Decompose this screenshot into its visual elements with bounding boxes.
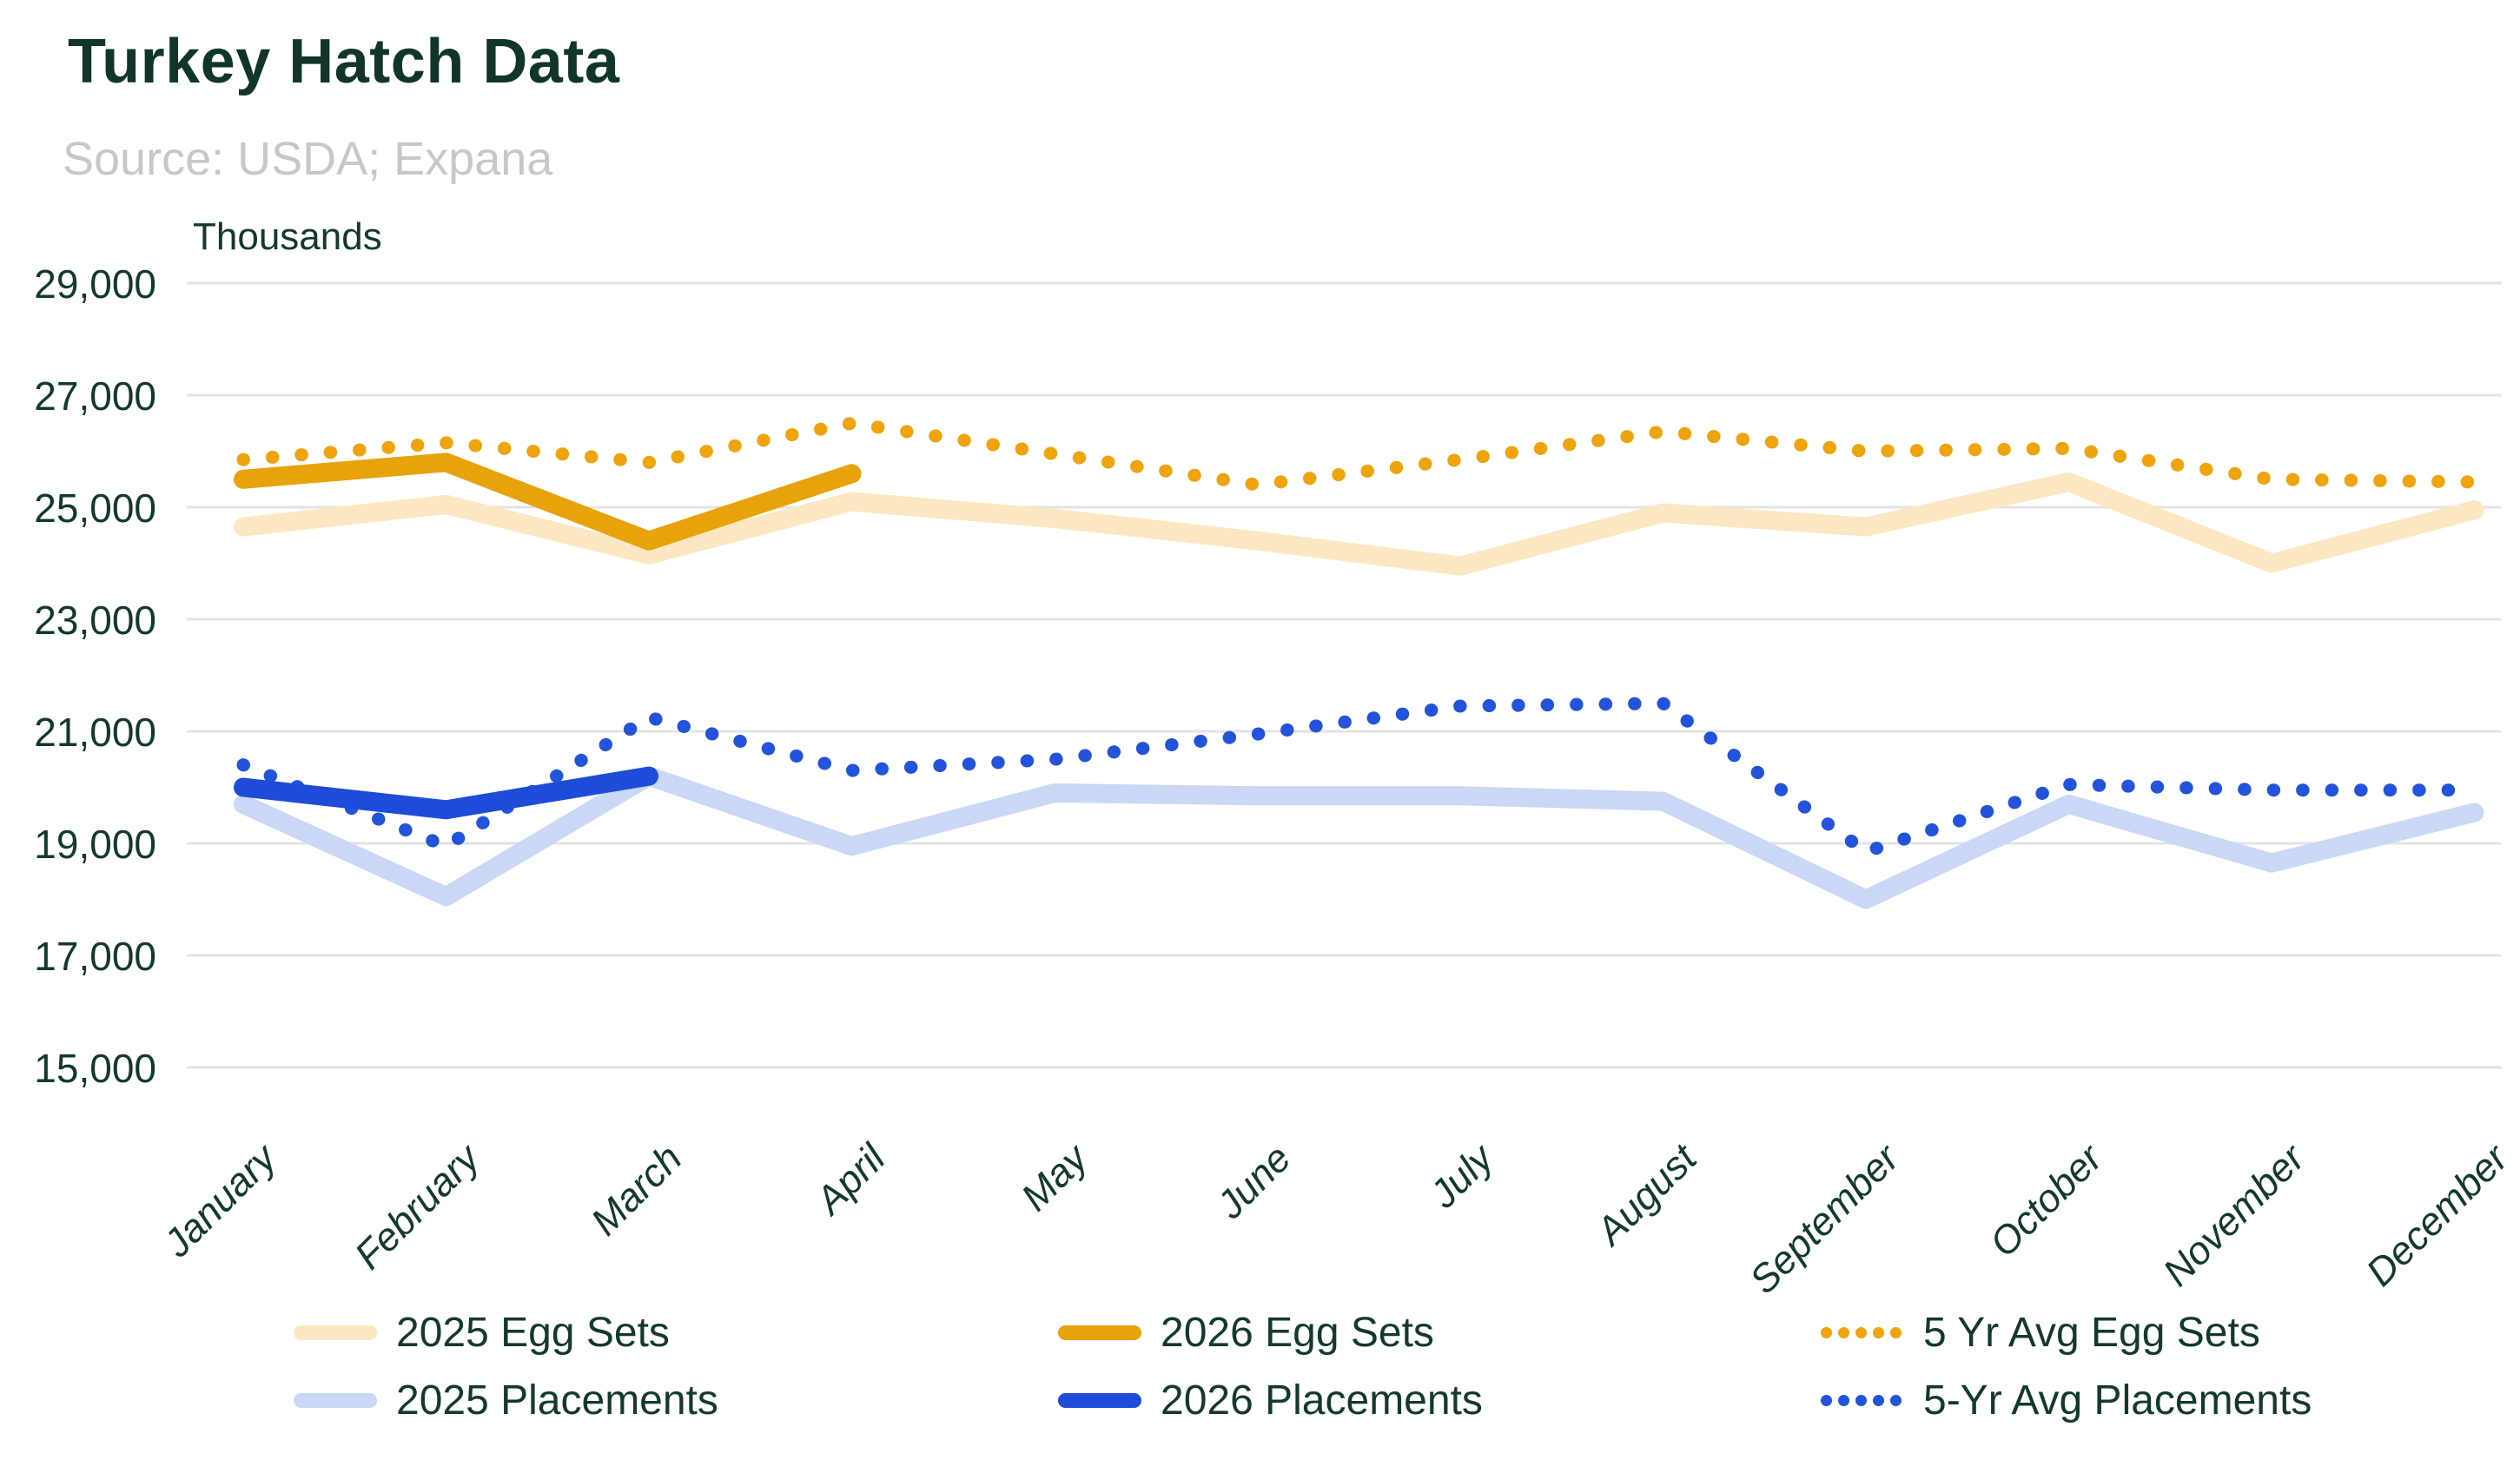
y-axis-label: 19,000 <box>34 822 156 867</box>
legend-label: 5-Yr Avg Placements <box>1923 1377 2312 1424</box>
legend-swatch-5yr-avg-egg-sets <box>1821 1326 1904 1338</box>
y-axis-label: 29,000 <box>34 261 156 307</box>
y-axis-label: 25,000 <box>34 486 156 531</box>
y-axis-label: 21,000 <box>34 710 156 755</box>
legend-swatch-2026-egg-sets <box>1058 1325 1141 1340</box>
legend-item-5yr-avg-egg-sets: 5 Yr Avg Egg Sets <box>1821 1308 2312 1357</box>
legend-swatch-5yr-avg-placements <box>1821 1394 1904 1406</box>
y-axis-label: 23,000 <box>34 598 156 643</box>
legend-label: 2026 Placements <box>1161 1377 1483 1424</box>
legend-item-5yr-avg-placements: 5-Yr Avg Placements <box>1821 1376 2312 1424</box>
legend-swatch-2025-egg-sets <box>294 1325 377 1340</box>
y-axis-label: 27,000 <box>34 373 156 419</box>
chart-title: Turkey Hatch Data <box>68 27 620 96</box>
series-line-2025-placements <box>234 766 2484 909</box>
series-line-5-yr-avg-placements <box>236 697 2481 859</box>
legend-label: 2025 Egg Sets <box>396 1309 670 1356</box>
legend-item-2025-egg-sets: 2025 Egg Sets <box>294 1308 1058 1357</box>
legend-label: 5 Yr Avg Egg Sets <box>1923 1309 2260 1356</box>
legend-swatch-2025-placements <box>294 1392 377 1408</box>
legend-label: 2026 Egg Sets <box>1161 1309 1434 1356</box>
y-axis-unit-label: Thousands <box>193 215 382 258</box>
legend-item-2025-placements: 2025 Placements <box>294 1376 1058 1424</box>
chart-legend: 2025 Egg Sets 2026 Egg Sets 5 Yr Avg Egg… <box>294 1308 2312 1424</box>
y-axis-label: 17,000 <box>34 934 156 979</box>
series-line-5-yr-avg-egg-sets <box>236 416 2481 492</box>
legend-item-2026-egg-sets: 2026 Egg Sets <box>1058 1308 1821 1357</box>
series-line-2026-placements <box>234 766 658 820</box>
series-line-2025-egg-sets <box>234 472 2484 576</box>
series-line-2026-egg-sets <box>234 453 862 551</box>
legend-label: 2025 Placements <box>396 1377 718 1424</box>
chart-source: Source: USDA; Expana <box>63 133 553 185</box>
y-axis-label: 15,000 <box>34 1046 156 1091</box>
legend-item-2026-placements: 2026 Placements <box>1058 1376 1821 1424</box>
legend-swatch-2026-placements <box>1058 1392 1141 1408</box>
